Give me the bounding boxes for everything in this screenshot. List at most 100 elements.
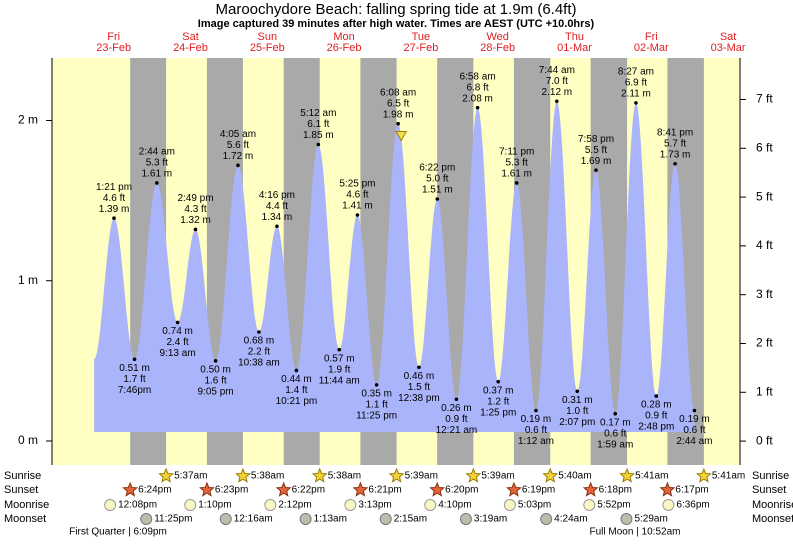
tide-extreme: [355, 213, 360, 217]
tide-m: 1.39 m: [99, 204, 130, 215]
tide-m: 0.51 m: [119, 363, 150, 374]
event-time: 12:16am: [234, 514, 273, 525]
event-time: 5:39am: [481, 471, 514, 482]
event-time: 6:18pm: [599, 485, 632, 496]
tide-ft: 6.9 ft: [625, 78, 647, 89]
tide-time: 7:58 pm: [578, 134, 614, 145]
event-time: 6:24pm: [138, 485, 171, 496]
event-time: 5:38am: [251, 471, 284, 482]
event-time: 2:12pm: [278, 500, 311, 511]
event-time: 5:03pm: [518, 500, 551, 511]
tide-time: 10:21 pm: [276, 396, 318, 407]
tide-ft: 4.6 ft: [103, 193, 125, 204]
y2-tick-label: 5 ft: [756, 189, 773, 203]
event-time: 5:52pm: [597, 500, 630, 511]
tide-time: 2:44 am: [139, 147, 175, 158]
tide-extreme: [236, 163, 240, 168]
day-date: 03-Mar: [711, 42, 746, 54]
tide-time: 4:05 am: [220, 129, 256, 140]
tide-time: 1:12 am: [518, 436, 554, 447]
moonrise-icon: [503, 499, 516, 511]
moonset-icon: [299, 513, 312, 525]
sunset-icon: [429, 481, 446, 497]
tide-extreme: [496, 379, 501, 384]
tide-m: 0.74 m: [162, 326, 193, 337]
tide-m: 0.19 m: [679, 414, 710, 425]
day-name: Tue: [412, 31, 431, 43]
tide-time: 2:49 pm: [177, 193, 213, 204]
event-time: 6:23pm: [215, 485, 248, 496]
event-time: 6:19pm: [522, 485, 555, 496]
tide-time: 5:12 am: [300, 108, 336, 119]
moonset-icon: [219, 513, 232, 525]
tide-m: 0.44 m: [281, 374, 312, 385]
day-date: 27-Feb: [403, 42, 438, 54]
tide-ft: 4.6 ft: [346, 190, 368, 201]
row-label: Moonrise: [752, 499, 793, 511]
tide-ft: 1.9 ft: [328, 364, 350, 375]
event-time: 3:19am: [474, 514, 507, 525]
tide-time: 7:46pm: [118, 385, 151, 396]
day-name: Fri: [107, 31, 120, 43]
tide-time: 5:25 pm: [339, 179, 375, 190]
moonset-icon: [620, 513, 633, 525]
day-date: 26-Feb: [327, 42, 362, 54]
moonrise-icon: [662, 499, 675, 511]
tide-extreme: [634, 101, 638, 105]
tide-extreme: [475, 105, 480, 110]
tide-time: 6:58 am: [460, 71, 496, 82]
tide-m: 0.57 m: [324, 353, 355, 364]
event-time: 4:10pm: [438, 500, 471, 511]
tide-ft: 0.9 ft: [445, 414, 467, 425]
day-date: 25-Feb: [250, 42, 285, 54]
moonrise-icon: [583, 499, 596, 511]
tide-ft: 6.8 ft: [466, 82, 488, 93]
tide-extreme: [132, 357, 137, 362]
event-time: 5:41am: [635, 471, 668, 482]
row-label: Sunset: [752, 484, 786, 496]
tide-ft: 1.6 ft: [204, 375, 226, 386]
tide-extreme: [294, 368, 299, 373]
event-time: 6:17pm: [675, 485, 708, 496]
tide-ft: 1.7 ft: [123, 374, 145, 385]
tide-ft: 5.7 ft: [664, 138, 686, 149]
sunset-icon: [352, 481, 369, 497]
tide-ft: 0.6 ft: [604, 428, 626, 439]
tide-extreme: [175, 320, 180, 325]
sunrise-icon: [695, 467, 712, 483]
tide-m: 1.41 m: [342, 201, 373, 212]
event-time: 6:22pm: [292, 485, 325, 496]
row-label: Moonset: [752, 513, 793, 525]
row-label: Sunrise: [752, 470, 789, 482]
day-date: 01-Mar: [557, 42, 592, 54]
tide-extreme: [337, 347, 342, 352]
tide-m: 2.12 m: [542, 87, 573, 98]
tide-extreme: [555, 99, 559, 104]
tide-time: 12:38 pm: [398, 393, 440, 404]
day-name: Wed: [486, 31, 508, 43]
sunrise-icon: [235, 467, 251, 483]
tide-time: 4:16 pm: [259, 190, 295, 201]
sunrise-icon: [311, 467, 328, 483]
tide-extreme: [692, 408, 697, 413]
moonset-icon: [540, 513, 553, 525]
tide-extreme: [275, 224, 279, 229]
day-date: 28-Feb: [480, 42, 515, 54]
tide-time: 2:48 pm: [638, 422, 674, 433]
tide-extreme: [213, 359, 218, 363]
sunset-icon: [506, 481, 522, 497]
tide-time: 8:27 am: [618, 67, 654, 78]
tide-ft: 5.3 ft: [146, 158, 168, 169]
day-name: Sat: [182, 31, 199, 43]
tide-time: 10:38 am: [238, 358, 280, 369]
tide-time: 1:59 am: [597, 439, 633, 450]
y-tick-label: 2 m: [18, 113, 38, 127]
event-time: 12:08pm: [118, 500, 157, 511]
sunrise-icon: [542, 467, 559, 483]
moonset-icon: [379, 513, 392, 525]
y2-tick-label: 4 ft: [756, 238, 773, 252]
event-time: 2:15am: [394, 514, 427, 525]
y2-tick-label: 6 ft: [756, 140, 773, 154]
